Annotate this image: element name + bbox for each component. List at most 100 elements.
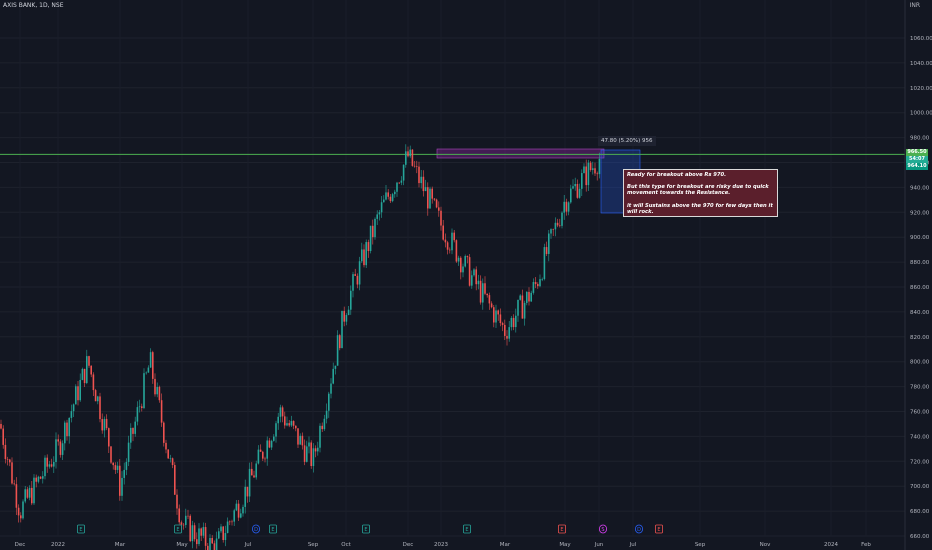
candle-body (574, 183, 576, 187)
candle-body (385, 192, 387, 200)
candle-body (158, 386, 161, 401)
candle-body (281, 407, 284, 417)
price-tick-label: 1060.00 (910, 36, 932, 42)
candle-body (240, 513, 242, 518)
candle-body (515, 315, 517, 328)
candle-body (130, 427, 132, 443)
event-marker-icon (463, 524, 471, 534)
event-marker-letter: D (637, 527, 641, 533)
candle-body (255, 463, 257, 478)
measure-label: 47.80 (5.20%) 956 (598, 136, 656, 146)
candle-body (561, 212, 563, 226)
candle-body (61, 443, 64, 455)
event-marker-letter: E (560, 527, 563, 533)
candle-body (108, 428, 110, 447)
event-marker-letter: E (79, 527, 82, 533)
candle-body (475, 269, 477, 285)
candle-body (31, 487, 33, 504)
candle-body (35, 477, 37, 482)
event-marker-letter: E (364, 527, 367, 533)
candle-body (407, 151, 409, 157)
time-axis[interactable]: Dec 2022 Mar May Jul Sep Oct Dec 2023 Mar May Jun Ju… (15, 542, 872, 548)
candle-body (90, 365, 92, 375)
candle-body (273, 436, 275, 441)
candle-body (11, 462, 13, 484)
candle-body (539, 279, 541, 287)
price-tick-label: 700.00 (910, 484, 930, 490)
candle-body (493, 307, 495, 323)
candle-body (264, 458, 266, 460)
candle-body (594, 168, 596, 174)
candle-body (585, 166, 587, 186)
candle-body (554, 222, 557, 230)
candle-body (123, 469, 125, 478)
candle-body (132, 427, 134, 434)
candle-body (15, 484, 18, 508)
event-marker-icon (558, 524, 566, 534)
candle-body (94, 390, 97, 402)
candle-body (506, 335, 508, 339)
candle-body (523, 302, 526, 319)
price-tick-label: 800.00 (910, 360, 930, 366)
candle-body (405, 151, 407, 165)
candle-body (317, 447, 319, 452)
candle-body (28, 487, 31, 498)
candle-body (358, 261, 361, 285)
price-tick-label: 720.00 (910, 459, 930, 465)
candle-body (345, 315, 348, 322)
candle-body (543, 247, 546, 280)
time-tick-label: 2024 (824, 542, 838, 548)
candle-body (237, 503, 240, 518)
candle-body (314, 448, 317, 452)
candle-body (6, 459, 9, 460)
candle-body (86, 356, 88, 384)
candle-body (567, 202, 570, 212)
candle-body (231, 521, 233, 523)
price-tick-label: 1020.00 (910, 86, 932, 92)
candle-body (187, 515, 189, 517)
candle-body (495, 310, 497, 323)
time-tick-label: 2022 (51, 542, 65, 548)
price-tick-label: 780.00 (910, 385, 930, 391)
candle-body (409, 149, 411, 157)
candle-body (160, 400, 163, 423)
symbol-title[interactable]: AXIS BANK, 1D, NSE (3, 2, 64, 9)
event-marker-letter: E (271, 527, 274, 533)
price-label-countdown: 54:07 (906, 156, 928, 163)
candle-body (374, 218, 376, 238)
candle-body (176, 494, 178, 509)
candle-body (167, 449, 169, 459)
candle-body (83, 368, 86, 384)
candle-body (570, 188, 572, 203)
candle-body (468, 257, 471, 286)
candle-body (253, 475, 255, 478)
candle-body (207, 545, 209, 550)
candle-body (270, 440, 273, 448)
candle-body (116, 465, 119, 470)
price-axis[interactable]: 1060.001040.001020.001000.00980.00960.00… (904, 0, 932, 550)
candle-body (457, 257, 460, 262)
candle-body (387, 192, 389, 197)
candle-body (211, 538, 213, 544)
candle-body (435, 199, 438, 208)
candle-body (576, 183, 579, 198)
candle-body (534, 282, 537, 285)
candle-body (497, 310, 499, 315)
price-tick-label: 820.00 (910, 335, 930, 341)
candle-body (422, 176, 425, 192)
candle-body (202, 527, 205, 536)
candle-body (356, 275, 359, 285)
candle-body (72, 404, 75, 412)
event-marker-icon (269, 524, 277, 534)
candle-body (92, 374, 95, 391)
candle-body (68, 417, 70, 437)
candle-body (321, 425, 323, 430)
idea-note[interactable]: Ready for breakout above Rs 970. But thi… (623, 169, 778, 217)
candle-body (99, 396, 101, 420)
resistance-zone (436, 148, 605, 159)
candle-body (592, 168, 594, 171)
candle-body (229, 521, 231, 523)
candle-body (541, 279, 543, 280)
